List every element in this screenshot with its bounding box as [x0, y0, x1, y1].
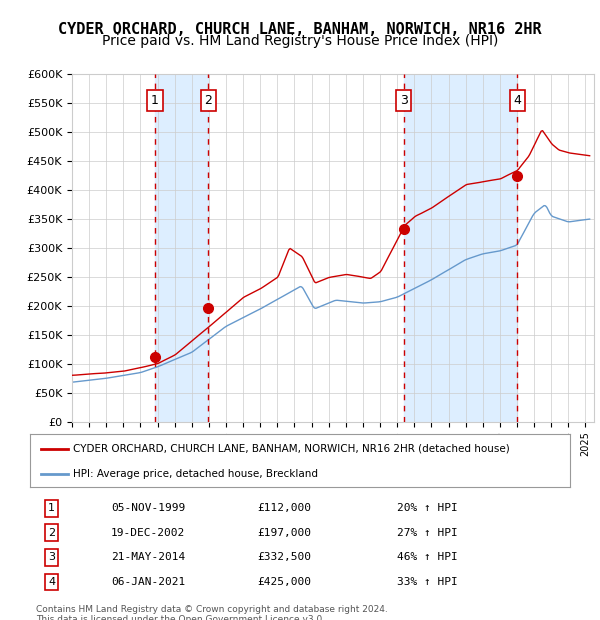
- Text: 3: 3: [48, 552, 55, 562]
- Text: £197,000: £197,000: [257, 528, 311, 538]
- Text: 4: 4: [513, 94, 521, 107]
- Bar: [155, 74, 208, 422]
- Text: 06-JAN-2021: 06-JAN-2021: [111, 577, 185, 587]
- Text: CYDER ORCHARD, CHURCH LANE, BANHAM, NORWICH, NR16 2HR (detached house): CYDER ORCHARD, CHURCH LANE, BANHAM, NORW…: [73, 444, 510, 454]
- Text: Contains HM Land Registry data © Crown copyright and database right 2024.
This d: Contains HM Land Registry data © Crown c…: [36, 604, 388, 620]
- Text: 1: 1: [151, 94, 159, 107]
- Text: 3: 3: [400, 94, 407, 107]
- Text: Price paid vs. HM Land Registry's House Price Index (HPI): Price paid vs. HM Land Registry's House …: [102, 34, 498, 48]
- Text: 27% ↑ HPI: 27% ↑ HPI: [397, 528, 458, 538]
- Text: 1: 1: [48, 503, 55, 513]
- Text: 05-NOV-1999: 05-NOV-1999: [111, 503, 185, 513]
- Text: 2: 2: [205, 94, 212, 107]
- Text: 4: 4: [48, 577, 55, 587]
- Text: 19-DEC-2002: 19-DEC-2002: [111, 528, 185, 538]
- Text: 46% ↑ HPI: 46% ↑ HPI: [397, 552, 458, 562]
- Text: 20% ↑ HPI: 20% ↑ HPI: [397, 503, 458, 513]
- Bar: [404, 74, 517, 422]
- Text: £112,000: £112,000: [257, 503, 311, 513]
- Text: £332,500: £332,500: [257, 552, 311, 562]
- Text: 21-MAY-2014: 21-MAY-2014: [111, 552, 185, 562]
- Text: HPI: Average price, detached house, Breckland: HPI: Average price, detached house, Brec…: [73, 469, 318, 479]
- Text: CYDER ORCHARD, CHURCH LANE, BANHAM, NORWICH, NR16 2HR: CYDER ORCHARD, CHURCH LANE, BANHAM, NORW…: [58, 22, 542, 37]
- Text: 2: 2: [48, 528, 55, 538]
- Text: 33% ↑ HPI: 33% ↑ HPI: [397, 577, 458, 587]
- Text: £425,000: £425,000: [257, 577, 311, 587]
